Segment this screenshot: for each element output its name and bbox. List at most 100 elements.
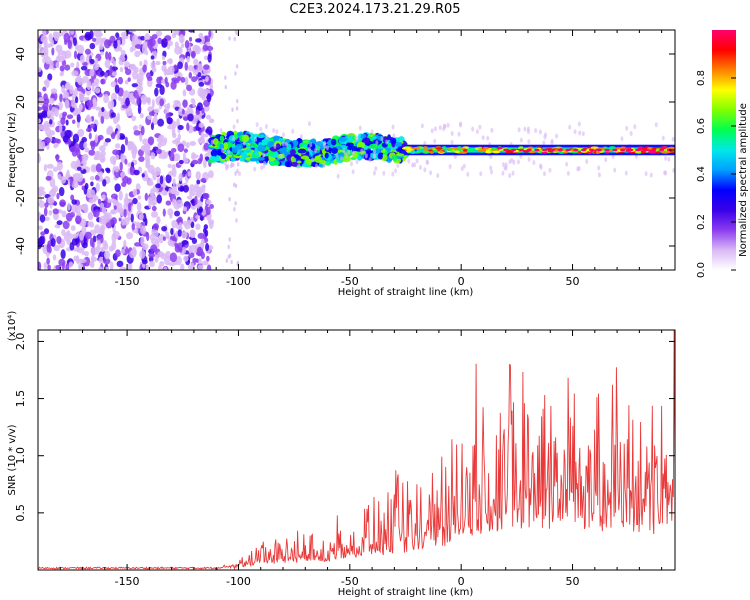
noise-blob [84, 31, 92, 41]
halo-blob [418, 165, 422, 171]
noise-blob [205, 199, 212, 205]
halo-blob [237, 171, 241, 177]
signal-blob [377, 152, 383, 160]
snr-ylabel: SNR (10 * v/v) [7, 424, 18, 495]
band-blob [661, 151, 670, 154]
noise-blob [92, 97, 97, 107]
halo-blob [548, 167, 552, 173]
noise-blob [197, 87, 204, 97]
noise-blob [126, 232, 134, 240]
halo-blob [342, 148, 346, 154]
halo-blob [501, 170, 505, 176]
band-blob [439, 150, 444, 153]
colorbar-tick-label: 0.8 [696, 70, 707, 86]
band-blob [477, 146, 483, 150]
noise-blob [197, 232, 205, 239]
noise-blob [191, 154, 199, 159]
signal-blob [395, 153, 405, 157]
noise-blob [120, 171, 126, 178]
band-blob [423, 146, 428, 149]
noise-blob [162, 60, 167, 66]
noise-blob [126, 216, 131, 222]
signal-blob [381, 154, 388, 162]
peak-blob [550, 148, 555, 152]
noise-blob [164, 256, 171, 266]
noise-blob [44, 43, 48, 54]
noise-blob [196, 102, 203, 111]
noise-blob [180, 43, 185, 48]
noise-blob [66, 230, 71, 237]
noise-blob [193, 64, 198, 70]
noise-blob [158, 238, 164, 244]
noise-blob [79, 104, 83, 112]
noise-blob [202, 192, 210, 200]
noise-blob [99, 51, 104, 56]
band-blob [422, 150, 430, 154]
spectrogram-panel: -150 -100 -50 0 50 -40 -20 0 20 40 Height of strai… [7, 29, 676, 298]
noise-blob [119, 66, 124, 73]
noise-blob [70, 30, 75, 35]
noise-blob [182, 184, 190, 193]
noise-blob [91, 241, 95, 248]
noise-blob [83, 256, 91, 267]
noise-blob [205, 242, 210, 252]
halo-blob [576, 166, 580, 172]
noise-blob [90, 141, 96, 151]
band-blob [413, 147, 418, 150]
peak-blob [635, 148, 641, 152]
band-blob [590, 146, 599, 150]
noise-blob [123, 61, 131, 68]
noise-blob [165, 174, 172, 184]
noise-blob [110, 112, 116, 118]
halo-blob [504, 165, 508, 171]
noise-blob [233, 36, 236, 42]
noise-blob [155, 61, 161, 66]
noise-blob [91, 85, 95, 92]
noise-blob [67, 138, 72, 146]
noise-blob [115, 154, 120, 161]
noise-blob [59, 124, 63, 133]
noise-blob [234, 171, 237, 176]
peak-blob [557, 148, 563, 152]
signal-blob [293, 142, 298, 147]
signal-blob [220, 153, 227, 160]
band-blob [466, 148, 475, 152]
halo-blob [624, 170, 628, 176]
noise-blob [148, 111, 155, 116]
signal-blob [235, 143, 244, 150]
noise-blob [155, 30, 163, 37]
snr-ytick-label: 2.0 [14, 333, 27, 351]
snr-xlabel: Height of straight line (km) [338, 587, 474, 598]
noise-blob [206, 264, 212, 270]
noise-blob [185, 142, 190, 149]
halo-blob [436, 173, 440, 179]
noise-blob [156, 216, 161, 224]
noise-blob [91, 37, 97, 42]
spectrogram-xtick-label: 50 [566, 275, 580, 288]
band-blob [423, 148, 429, 151]
noise-blob [195, 258, 199, 263]
snr-scale-label: (x10⁴) [7, 311, 18, 342]
noise-blob [50, 238, 56, 247]
halo-blob [625, 125, 629, 131]
noise-blob [71, 98, 76, 108]
noise-blob [56, 192, 60, 200]
noise-blob [79, 258, 87, 264]
noise-blob [173, 30, 177, 36]
halo-blob [490, 169, 494, 175]
noise-blob [99, 70, 105, 77]
noise-blob [162, 236, 166, 241]
halo-blob [511, 170, 515, 176]
signal-blob [211, 149, 218, 157]
noise-blob [142, 64, 147, 73]
noise-blob [187, 64, 194, 72]
halo-blob [481, 135, 485, 141]
noise-blob [171, 198, 176, 206]
noise-blob [89, 123, 95, 129]
spectrogram-xtick-label: -100 [226, 275, 251, 288]
snr-ytick-label: 1.5 [14, 390, 27, 408]
band-blob [570, 150, 579, 154]
noise-blob [149, 260, 155, 268]
noise-blob [188, 30, 195, 33]
noise-blob [161, 55, 166, 61]
